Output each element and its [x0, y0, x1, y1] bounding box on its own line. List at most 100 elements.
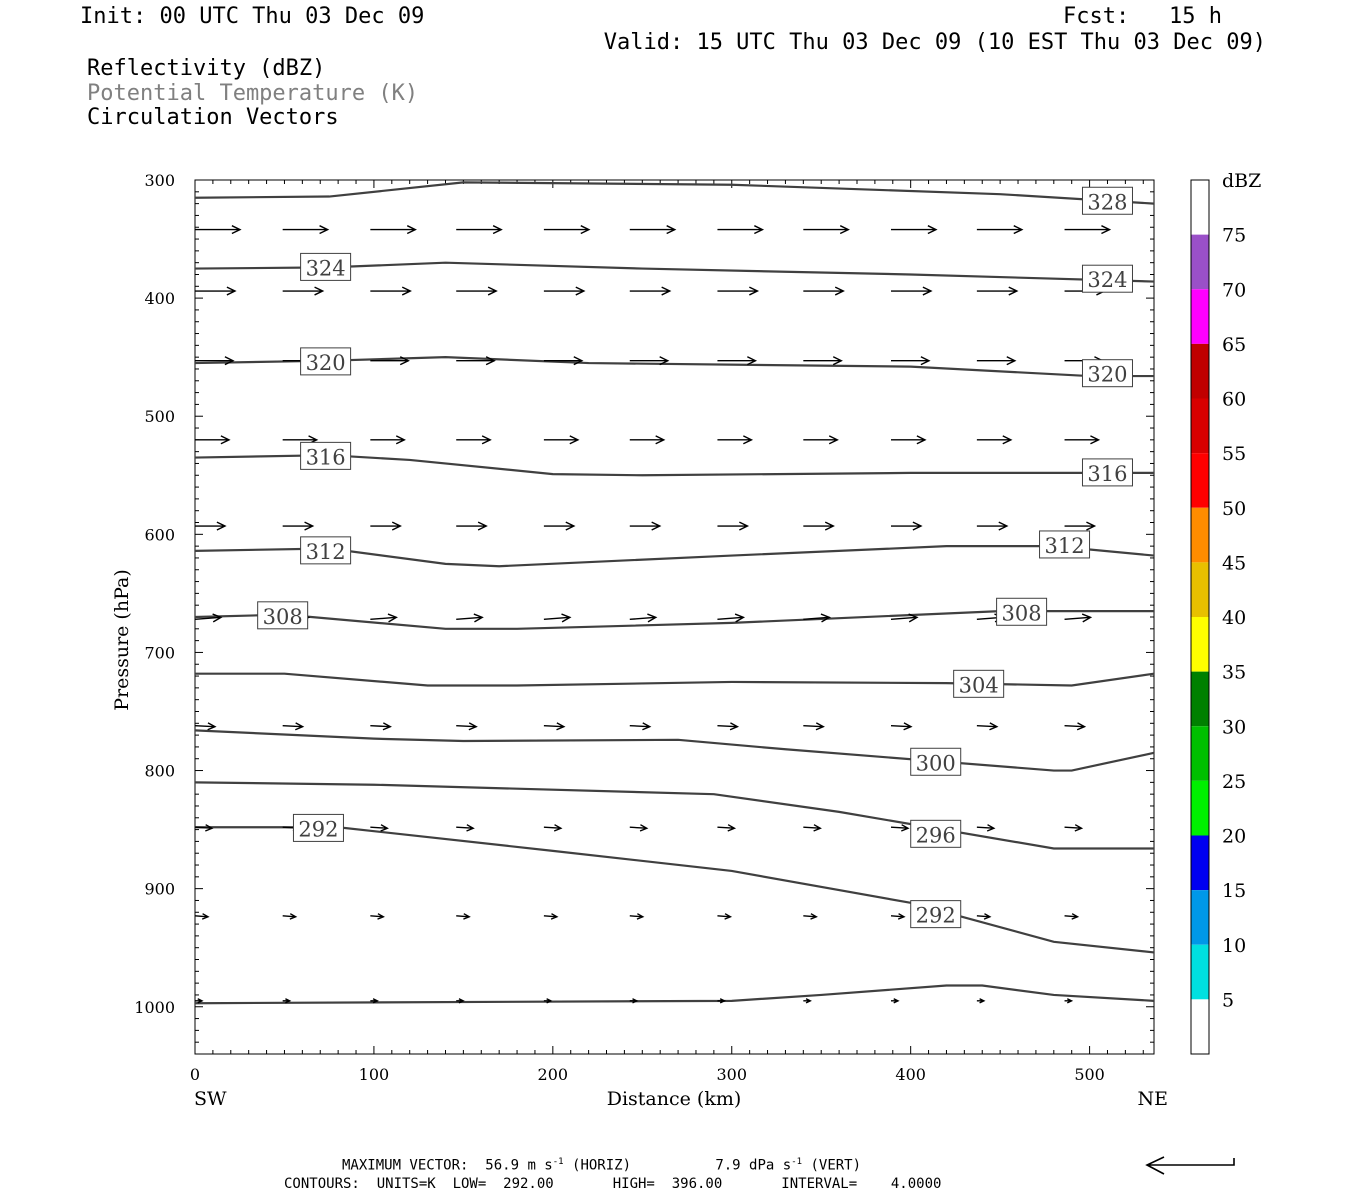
- max-vector-footer: MAXIMUM VECTOR: 56.9 m s-1 (HORIZ) 7.9 d…: [342, 1157, 861, 1174]
- circulation-vector: [456, 722, 478, 731]
- field-reflectivity: Reflectivity (dBZ): [87, 56, 326, 81]
- colorbar-segment: [1191, 180, 1209, 235]
- contour-label-box: [1081, 186, 1133, 215]
- circulation-vector: [629, 722, 652, 731]
- theta-contour-292: [195, 826, 1155, 954]
- circulation-vector: [1064, 913, 1080, 920]
- circulation-vector: [543, 356, 584, 366]
- y-tick-label: 400: [144, 289, 175, 308]
- contour-label-box: [910, 747, 962, 776]
- y-tick-label: 500: [144, 407, 175, 426]
- circulation-vector: [803, 356, 843, 366]
- circulation-vector: [543, 286, 586, 296]
- x-axis-right-end-label: NE: [1138, 1088, 1169, 1110]
- circulation-vector: [195, 356, 235, 366]
- circulation-vector: [543, 824, 563, 832]
- circulation-vector: [976, 286, 1019, 296]
- circulation-vector: [195, 998, 204, 1004]
- contour-label-box: [300, 252, 352, 281]
- circulation-vector: [1064, 998, 1074, 1004]
- circulation-vector: [370, 613, 398, 623]
- circulation-vector: [194, 613, 223, 623]
- colorbar-segment: [1191, 671, 1209, 727]
- x-tick-label: 200: [538, 1065, 569, 1084]
- contour-label-box: [1081, 458, 1133, 487]
- circulation-vector: [629, 356, 670, 366]
- colorbar-segment: [1191, 999, 1209, 1054]
- field-circulation-vectors: Circulation Vectors: [87, 105, 339, 130]
- circulation-vector: [890, 824, 910, 832]
- circulation-vector: [370, 521, 402, 531]
- colorbar-segment: [1191, 726, 1209, 781]
- colorbar-segment: [1191, 343, 1209, 399]
- circulation-vector: [629, 998, 639, 1004]
- circulation-vector: [629, 286, 672, 296]
- colorbar-tick-label: 5: [1222, 989, 1234, 1011]
- contour-label: 308: [263, 605, 303, 629]
- circulation-vector: [282, 998, 292, 1004]
- contour-label: 328: [1087, 190, 1127, 214]
- circulation-vector: [890, 913, 906, 920]
- circulation-vector: [890, 225, 938, 235]
- contour-label: 300: [916, 751, 956, 775]
- circulation-vector: [629, 613, 658, 623]
- theta-contour-unlabeled: [194, 984, 1155, 1005]
- circulation-vector: [976, 521, 1009, 531]
- contour-label-box: [996, 597, 1048, 626]
- circulation-vector: [543, 998, 553, 1004]
- contour-label: 316: [306, 445, 346, 469]
- colorbar-tick-label: 60: [1222, 389, 1246, 411]
- circulation-vector: [282, 722, 305, 731]
- x-tick-label: 400: [895, 1065, 926, 1084]
- circulation-vector: [194, 824, 214, 832]
- circulation-vector: [629, 824, 649, 832]
- colorbar-segment: [1191, 398, 1209, 454]
- circulation-vector: [976, 824, 996, 832]
- y-tick-label: 800: [144, 762, 175, 781]
- circulation-vector: [803, 824, 822, 832]
- contours-footer: CONTOURS: UNITS=K LOW= 292.00 HIGH= 396.…: [284, 1176, 942, 1192]
- circulation-vector: [890, 998, 900, 1004]
- contour-label-box: [910, 819, 962, 848]
- colorbar-tick-label: 40: [1222, 607, 1246, 629]
- contour-label: 324: [306, 256, 346, 280]
- circulation-vector: [543, 225, 591, 235]
- contour-label: 320: [1087, 363, 1127, 387]
- colorbar-frame: [1190, 179, 1210, 1055]
- contour-label: 308: [1002, 601, 1042, 625]
- circulation-vector: [370, 225, 417, 235]
- circulation-vector: [803, 225, 850, 235]
- colorbar-tick-label: 35: [1222, 662, 1246, 684]
- circulation-vector: [890, 722, 913, 731]
- circulation-vector: [370, 998, 379, 1004]
- x-tick-label: 0: [190, 1065, 200, 1084]
- colorbar-tick-label: 10: [1222, 935, 1246, 957]
- contour-label-box: [300, 536, 352, 565]
- circulation-vector: [282, 913, 298, 920]
- circulation-vector: [890, 521, 923, 531]
- colorbar-segment: [1191, 289, 1209, 344]
- circulation-vector: [195, 225, 242, 235]
- contour-label: 292: [916, 904, 956, 928]
- colorbar-tick-label: 20: [1222, 826, 1246, 848]
- circulation-vector: [195, 435, 231, 445]
- circulation-vector: [803, 913, 818, 920]
- circulation-vector: [976, 356, 1017, 366]
- colorbar-segment: [1191, 453, 1209, 508]
- contour-label: 320: [306, 351, 346, 375]
- circulation-vector: [195, 286, 237, 296]
- colorbar-segment: [1191, 234, 1209, 290]
- colorbar-tick-label: 45: [1222, 552, 1246, 574]
- circulation-vector: [717, 356, 758, 366]
- contour-label: 312: [306, 540, 346, 564]
- circulation-vector: [194, 913, 210, 920]
- circulation-vector: [890, 286, 933, 296]
- circulation-vector: [456, 913, 471, 920]
- circulation-vector: [1064, 824, 1084, 832]
- circulation-vector: [1064, 613, 1093, 623]
- circulation-vector: [456, 286, 498, 296]
- circulation-vector: [543, 913, 559, 920]
- circulation-vector: [370, 286, 412, 296]
- circulation-vector: [370, 435, 406, 445]
